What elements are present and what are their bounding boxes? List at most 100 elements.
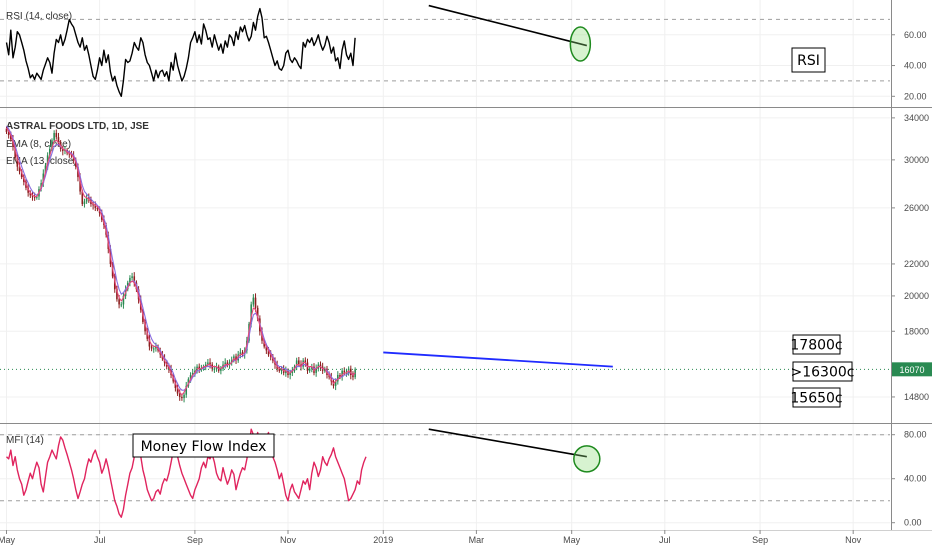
candle-body xyxy=(304,360,307,363)
candle-body xyxy=(350,368,352,376)
time-tick-label: Nov xyxy=(280,535,297,545)
candle-body xyxy=(83,201,86,205)
price-y-ticks: 34000 30000 26000 22000 20000 18000 14800 xyxy=(891,113,929,402)
time-tick-label: Mar xyxy=(469,535,485,545)
price-tick-label: 14800 xyxy=(904,392,929,402)
price-box-15650[interactable]: 15650c xyxy=(790,387,843,408)
candle-body xyxy=(129,277,131,283)
mfi-y-ticks: 80.00 40.00 0.00 xyxy=(891,430,927,528)
candle-body xyxy=(183,394,185,399)
candle-body xyxy=(224,362,227,365)
candle-body xyxy=(215,366,218,369)
candle-body xyxy=(42,173,45,184)
candle-body xyxy=(87,197,90,199)
rsi-label: RSI (14, close) xyxy=(6,11,72,22)
candle-body xyxy=(122,295,125,305)
rsi-tick-label: 40.00 xyxy=(904,61,927,71)
candle-body xyxy=(315,368,317,373)
last-price-bg xyxy=(892,362,932,377)
candle-body xyxy=(181,396,183,399)
candle-body xyxy=(148,338,151,347)
candle-body xyxy=(280,368,283,371)
time-axis[interactable]: May Jul Sep Nov 2019 Mar May Jul Sep Nov xyxy=(0,530,862,545)
candle-body xyxy=(118,299,120,305)
candle-body xyxy=(81,191,84,205)
mfi-trendline[interactable] xyxy=(428,428,587,458)
candle-body xyxy=(265,346,268,351)
candle-body xyxy=(57,137,60,143)
mfi-pane[interactable]: MFI (14) 80.00 40.00 0.00 Money Flow Index xyxy=(0,428,927,528)
candle-body xyxy=(14,146,16,158)
candle-body xyxy=(49,148,51,156)
ema-8-line xyxy=(6,127,356,396)
candle-body xyxy=(7,131,10,136)
mfi-series xyxy=(6,428,367,518)
time-tick-label: May xyxy=(563,535,581,545)
candle-body xyxy=(120,304,123,306)
price-box-16300[interactable]: >16300c xyxy=(791,361,855,382)
candle-body xyxy=(144,322,146,332)
candle-body xyxy=(51,140,53,149)
candle-body xyxy=(150,346,153,349)
candle-body xyxy=(226,362,229,365)
candle-body xyxy=(85,197,88,202)
time-tick-label: May xyxy=(0,535,15,545)
time-tick-label: 2019 xyxy=(373,535,393,545)
candle-body xyxy=(278,368,281,371)
candle-body xyxy=(267,350,270,355)
last-price-text: 16070 xyxy=(899,365,924,375)
grid-lines xyxy=(0,0,890,530)
candle-body xyxy=(343,370,346,373)
mfi-highlight-circle[interactable] xyxy=(573,445,601,473)
candle-body xyxy=(319,364,322,367)
candle-body xyxy=(20,171,23,178)
candle-body xyxy=(46,155,49,166)
price-tick-label: 18000 xyxy=(904,326,929,336)
candle-body xyxy=(133,276,136,283)
candle-body xyxy=(213,368,216,370)
candle-body xyxy=(131,276,133,278)
time-tick-label: Nov xyxy=(845,535,862,545)
candle-body xyxy=(334,381,337,386)
mfi-tick-label: 0.00 xyxy=(904,518,922,528)
candle-body xyxy=(29,192,32,196)
price-box-15650-text: 15650c xyxy=(790,391,842,407)
candle-body xyxy=(31,195,34,197)
price-chart-title: ASTRAL FOODS LTD, 1D, JSE xyxy=(6,121,149,132)
price-tick-label: 34000 xyxy=(904,113,929,123)
rsi-trendline[interactable] xyxy=(428,4,588,47)
candle-body xyxy=(339,375,341,378)
candle-body xyxy=(291,370,294,373)
rsi-bands xyxy=(0,18,890,82)
candle-body xyxy=(298,360,300,365)
rsi-series xyxy=(5,7,356,98)
price-tick-label: 30000 xyxy=(904,155,929,165)
candle-body xyxy=(202,366,205,369)
rsi-highlight-circle[interactable] xyxy=(569,26,592,62)
candle-body xyxy=(252,297,255,305)
price-tick-label: 26000 xyxy=(904,203,929,213)
candle-body xyxy=(228,362,231,365)
candle-body xyxy=(256,307,259,319)
mfi-annotation-text: Money Flow Index xyxy=(141,439,267,455)
candle-body xyxy=(178,393,181,397)
candle-body xyxy=(198,366,201,369)
price-pane[interactable]: ASTRAL FOODS LTD, 1D, JSE EMA (8, close)… xyxy=(0,113,932,408)
candle-body xyxy=(209,362,211,365)
price-trendline[interactable] xyxy=(383,351,613,368)
price-box-17800[interactable]: 17800c xyxy=(790,334,843,355)
candle-body xyxy=(36,196,38,198)
mfi-annotation-box[interactable]: Money Flow Index xyxy=(132,433,275,458)
candle-body xyxy=(285,370,287,373)
price-box-16300-text: >16300c xyxy=(791,365,855,381)
time-tick-label: Sep xyxy=(752,535,768,545)
candle-body xyxy=(207,362,209,365)
mfi-tick-label: 40.00 xyxy=(904,474,927,484)
rsi-annotation-box[interactable]: RSI xyxy=(791,47,826,73)
candle-body xyxy=(18,166,21,172)
ema-8-series xyxy=(6,127,356,396)
candle-body xyxy=(176,388,179,394)
rsi-pane[interactable]: RSI (14, close) 60.00 40.00 20.00 RSI xyxy=(0,4,927,102)
candle-body xyxy=(55,133,58,138)
